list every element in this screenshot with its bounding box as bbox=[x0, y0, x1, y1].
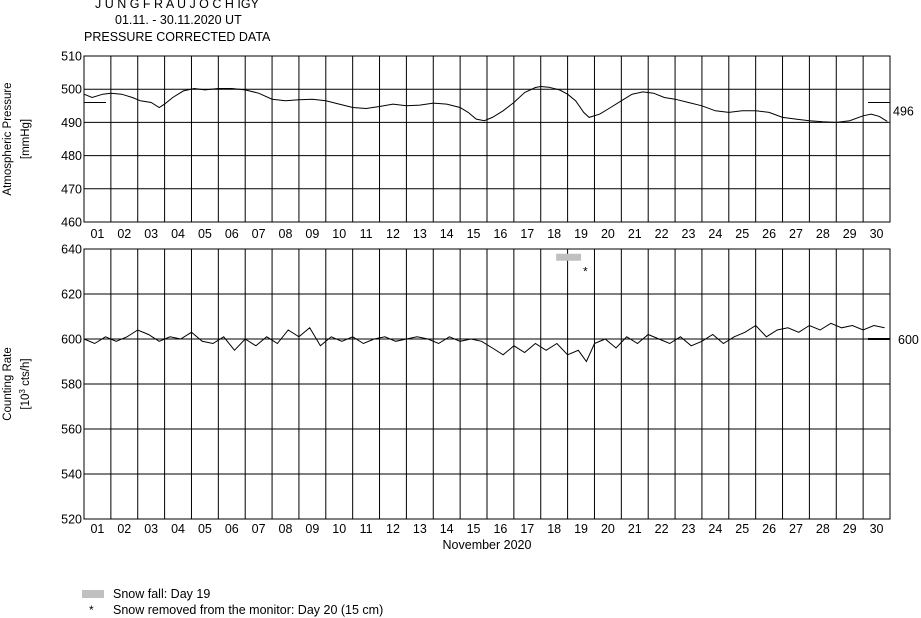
pressure-xtick-label: 05 bbox=[198, 227, 212, 241]
counting-rate-xtick-label: 14 bbox=[440, 522, 454, 536]
pressure-xtick-label: 12 bbox=[386, 227, 400, 241]
counting-rate-xtick-label: 25 bbox=[735, 522, 749, 536]
counting-rate-xtick-label: 18 bbox=[547, 522, 561, 536]
counting-rate-xtick-label: 09 bbox=[305, 522, 319, 536]
counting-rate-xtick-label: 22 bbox=[655, 522, 669, 536]
legend-snow-fall: Snow fall: Day 19 bbox=[82, 586, 682, 602]
pressure-ref-label: 496 bbox=[893, 104, 914, 118]
pressure-ytick-label: 500 bbox=[61, 83, 82, 97]
counting-rate-xtick-label: 02 bbox=[117, 522, 131, 536]
counting-rate-ytick-label: 520 bbox=[61, 513, 82, 527]
counting-rate-xtick-label: 12 bbox=[386, 522, 400, 536]
pressure-xtick-label: 08 bbox=[279, 227, 293, 241]
counting-rate-ytick-label: 540 bbox=[61, 468, 82, 482]
counting-rate-xtick-label: 04 bbox=[171, 522, 185, 536]
pressure-ytick-label: 470 bbox=[61, 182, 82, 196]
counting-rate-xtick-label: 07 bbox=[252, 522, 266, 536]
pressure-series-line bbox=[83, 85, 888, 123]
pressure-xtick-label: 30 bbox=[870, 227, 884, 241]
pressure-xtick-label: 19 bbox=[574, 227, 588, 241]
pressure-xtick-label: 21 bbox=[628, 227, 642, 241]
pressure-yunit: [mmHg] bbox=[20, 119, 32, 159]
pressure-xtick-label: 07 bbox=[252, 227, 266, 241]
counting-rate-ylabel: Counting Rate bbox=[2, 347, 14, 421]
pressure-xtick-label: 20 bbox=[601, 227, 615, 241]
counting-rate-xtick-label: 08 bbox=[279, 522, 293, 536]
pressure-xtick-label: 09 bbox=[305, 227, 319, 241]
snow-fall-bar bbox=[556, 253, 582, 261]
pressure-xtick-label: 16 bbox=[493, 227, 507, 241]
pressure-xtick-label: 24 bbox=[708, 227, 722, 241]
counting-rate-ytick-label: 620 bbox=[61, 288, 82, 302]
counting-rate-yunit: [103 cts/h] bbox=[18, 358, 32, 409]
counting-rate-xtick-label: 16 bbox=[493, 522, 507, 536]
pressure-ytick-label: 510 bbox=[61, 50, 82, 64]
counting-rate-xtick-label: 03 bbox=[144, 522, 158, 536]
counting-rate-xtick-label: 26 bbox=[762, 522, 776, 536]
counting-rate-xtick-label: 28 bbox=[816, 522, 830, 536]
counting-rate-xtick-label: 17 bbox=[520, 522, 534, 536]
counting-rate-ytick-label: 640 bbox=[61, 243, 82, 257]
counting-rate-xtick-label: 30 bbox=[870, 522, 884, 536]
legend: Snow fall: Day 19 * Snow removed from th… bbox=[82, 586, 682, 618]
period-title: 01.11. - 30.11.2020 UT bbox=[115, 13, 242, 27]
snow-removed-marker: * bbox=[583, 264, 588, 278]
asterisk-icon: * bbox=[89, 603, 94, 617]
subtitle: PRESSURE CORRECTED DATA bbox=[84, 30, 271, 44]
pressure-xtick-label: 27 bbox=[789, 227, 803, 241]
pressure-ytick-label: 490 bbox=[61, 116, 82, 130]
pressure-xtick-label: 02 bbox=[117, 227, 131, 241]
counting-rate-ytick-label: 580 bbox=[61, 378, 82, 392]
pressure-xtick-label: 14 bbox=[440, 227, 454, 241]
counting-rate-xtick-label: 29 bbox=[843, 522, 857, 536]
counting-rate-xtick-label: 19 bbox=[574, 522, 588, 536]
counting-rate-xtick-label: 27 bbox=[789, 522, 803, 536]
counting-rate-xtick-label: 06 bbox=[225, 522, 239, 536]
legend-snow-fall-text: Snow fall: Day 19 bbox=[113, 587, 211, 601]
counting-rate-ytick-label: 600 bbox=[61, 333, 82, 347]
counting-rate-xtick-label: 01 bbox=[90, 522, 104, 536]
pressure-xtick-label: 04 bbox=[171, 227, 185, 241]
pressure-xtick-label: 06 bbox=[225, 227, 239, 241]
pressure-xtick-label: 22 bbox=[655, 227, 669, 241]
snow-fall-swatch bbox=[82, 590, 104, 598]
counting-rate-xtick-label: 05 bbox=[198, 522, 212, 536]
pressure-xtick-label: 03 bbox=[144, 227, 158, 241]
counting-rate-xtick-label: 21 bbox=[628, 522, 642, 536]
counting-rate-xtick-label: 13 bbox=[413, 522, 427, 536]
counting-rate-xtick-label: 15 bbox=[467, 522, 481, 536]
counting-rate-panel: 640 620 600 580 560 540 520 01 02 03 04 05 06 07 08 09 1… bbox=[2, 243, 919, 553]
pressure-xtick-label: 18 bbox=[547, 227, 561, 241]
pressure-xtick-label: 23 bbox=[682, 227, 696, 241]
counting-rate-xtick-label: 20 bbox=[601, 522, 615, 536]
counting-rate-xlabel: November 2020 bbox=[443, 538, 532, 552]
header: J U N G F R A U J O C H IGY 01.11. - 30.… bbox=[0, 0, 921, 50]
pressure-ytick-label: 460 bbox=[61, 216, 82, 230]
pressure-xtick-label: 26 bbox=[762, 227, 776, 241]
pressure-xtick-label: 11 bbox=[360, 227, 373, 241]
pressure-xtick-label: 17 bbox=[520, 227, 534, 241]
legend-snow-removed-text: Snow removed from the monitor: Day 20 (1… bbox=[113, 603, 384, 617]
station-title: J U N G F R A U J O C H IGY bbox=[95, 0, 259, 11]
counting-rate-xtick-label: 23 bbox=[682, 522, 696, 536]
pressure-ylabel: Atmospheric Pressure bbox=[2, 82, 14, 195]
counting-rate-xtick-label: 10 bbox=[332, 522, 346, 536]
pressure-xtick-label: 25 bbox=[735, 227, 749, 241]
pressure-xtick-label: 10 bbox=[332, 227, 346, 241]
counting-rate-xtick-label: 24 bbox=[708, 522, 722, 536]
pressure-xtick-label: 01 bbox=[90, 227, 104, 241]
counting-rate-xtick-label: 11 bbox=[360, 522, 373, 536]
counting-rate-ref-label: 600 bbox=[898, 333, 919, 347]
pressure-xtick-label: 28 bbox=[816, 227, 830, 241]
pressure-xtick-label: 29 bbox=[843, 227, 857, 241]
counting-rate-series-line bbox=[83, 322, 885, 363]
counting-rate-ytick-label: 560 bbox=[61, 423, 82, 437]
pressure-xtick-label: 13 bbox=[413, 227, 427, 241]
pressure-ytick-label: 480 bbox=[61, 149, 82, 163]
legend-snow-removed: * Snow removed from the monitor: Day 20 … bbox=[82, 602, 682, 618]
pressure-panel: 510 500 490 480 470 460 01 02 03 04 05 06 07 08 09 10 11… bbox=[2, 50, 914, 242]
pressure-xtick-label: 15 bbox=[467, 227, 481, 241]
